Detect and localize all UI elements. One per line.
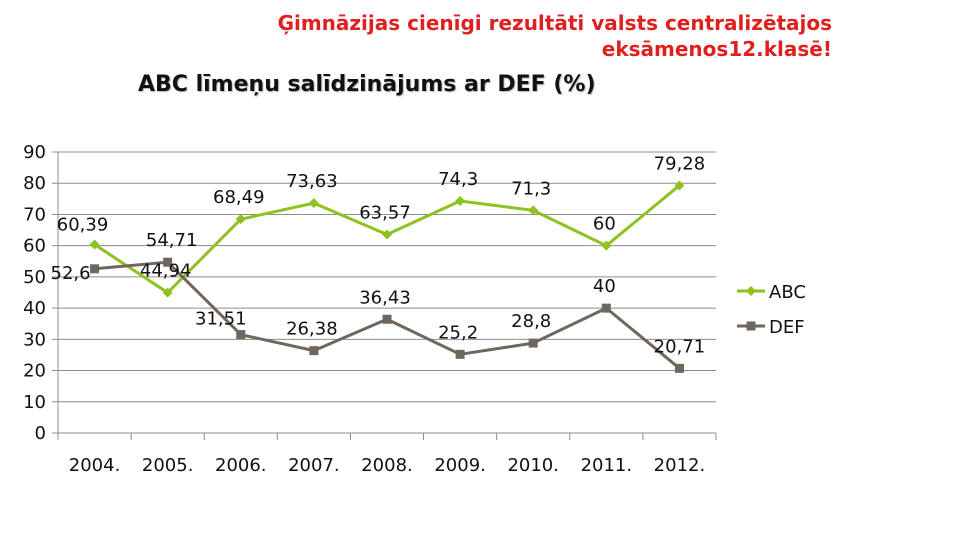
x-tick-label-4: 2008. <box>361 455 413 476</box>
point-abc-5 <box>455 196 466 207</box>
y-tick-label-90: 90 <box>23 142 46 163</box>
point-def-8 <box>674 363 684 373</box>
data-label-def-6: 28,8 <box>511 311 551 332</box>
point-abc-8 <box>674 180 685 191</box>
data-label-abc-3: 73,63 <box>286 171 338 192</box>
headline: Ģimnāzijas cienīgi rezultāti valsts cent… <box>132 10 832 62</box>
y-tick-label-20: 20 <box>23 361 46 382</box>
point-abc-2 <box>235 214 246 225</box>
axes: 0 10 20 30 40 50 60 70 80 90 2004. 2005. 2006. 2007. 2… <box>23 142 717 476</box>
y-tick-label-10: 10 <box>23 392 46 413</box>
y-tick-label-70: 70 <box>23 204 46 225</box>
legend-label-abc: ABC <box>769 282 806 303</box>
point-abc-7 <box>601 240 612 251</box>
point-def-1 <box>163 257 173 267</box>
x-tick-label-7: 2011. <box>581 455 633 476</box>
point-def-6 <box>528 338 538 348</box>
point-def-3 <box>309 346 319 356</box>
data-label-abc-0: 60,39 <box>57 214 109 235</box>
point-def-7 <box>601 303 611 313</box>
data-label-def-8: 20,71 <box>654 336 706 357</box>
x-tick-label-0: 2004. <box>69 455 121 476</box>
point-def-4 <box>382 314 392 324</box>
data-label-abc-5: 74,3 <box>438 169 478 190</box>
data-label-def-7: 40 <box>593 276 616 297</box>
data-label-abc-1: 44,94 <box>140 261 192 282</box>
data-label-abc-8: 79,28 <box>654 153 706 174</box>
series-lines <box>89 180 685 373</box>
data-label-def-4: 36,43 <box>359 287 411 308</box>
point-abc-4 <box>382 229 392 240</box>
data-label-abc-7: 60 <box>593 214 616 235</box>
x-tick-label-1: 2005. <box>142 455 194 476</box>
y-tick-label-80: 80 <box>23 173 46 194</box>
data-label-def-2: 31,51 <box>195 309 247 330</box>
y-tick-label-30: 30 <box>23 329 46 350</box>
point-abc-1 <box>162 287 173 298</box>
data-label-def-1: 54,71 <box>146 230 198 251</box>
data-label-def-0: 52,6 <box>51 263 91 284</box>
x-tick-label-6: 2010. <box>507 455 559 476</box>
x-tick-label-5: 2009. <box>434 455 486 476</box>
y-tick-label-50: 50 <box>23 267 46 288</box>
data-labels: 60,39 44,94 68,49 73,63 63,57 74,3 71,3 60 79,28… <box>51 153 706 357</box>
point-abc-0 <box>89 239 100 250</box>
x-tick-label-2: 2006. <box>215 455 267 476</box>
data-label-def-5: 25,2 <box>438 322 478 343</box>
legend-marker-abc <box>746 286 756 296</box>
headline-line-1: Ģimnāzijas cienīgi rezultāti valsts cent… <box>277 11 832 35</box>
headline-line-2: eksāmenos12.klasē! <box>601 37 832 61</box>
point-abc-3 <box>308 198 319 209</box>
y-tick-label-60: 60 <box>23 236 46 257</box>
data-label-abc-6: 71,3 <box>511 178 551 199</box>
point-def-0 <box>90 264 100 274</box>
legend-label-def: DEF <box>769 317 805 338</box>
point-def-2 <box>236 330 246 340</box>
point-def-5 <box>455 349 465 359</box>
y-tick-label-40: 40 <box>23 298 46 319</box>
chart-title: ABC līmeņu salīdzinājums ar DEF (%) <box>138 72 596 97</box>
data-label-def-3: 26,38 <box>286 319 338 340</box>
y-tick-label-0: 0 <box>35 423 46 444</box>
x-tick-label-3: 2007. <box>288 455 340 476</box>
legend: ABC DEF <box>737 282 806 338</box>
data-label-abc-2: 68,49 <box>213 187 265 208</box>
data-label-abc-4: 63,57 <box>359 203 411 224</box>
x-tick-label-8: 2012. <box>654 455 706 476</box>
point-abc-6 <box>528 205 539 216</box>
legend-marker-def <box>746 321 756 331</box>
